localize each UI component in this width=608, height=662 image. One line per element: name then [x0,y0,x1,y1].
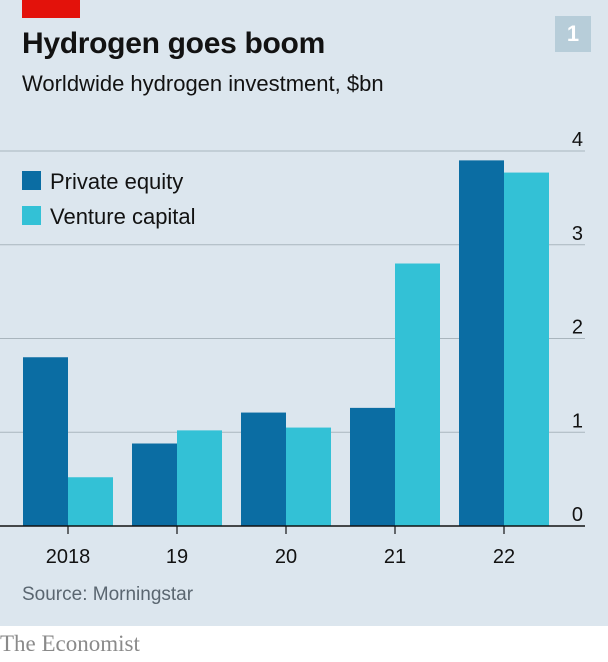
bar-private-equity-22 [459,160,504,526]
source-note: Source: Morningstar [22,584,194,605]
bar-venture-capital-20 [286,427,331,526]
x-tick-label: 22 [493,546,515,568]
y-tick-label: 3 [572,223,583,245]
chart-subtitle: Worldwide hydrogen investment, $bn [22,71,384,96]
bar-private-equity-20 [241,412,286,526]
legend: Private equity Venture capital [22,169,196,229]
x-tick-label: 19 [166,546,188,568]
y-tick-label: 1 [572,410,583,432]
y-tick-label: 4 [572,129,583,151]
legend-swatch-private-equity [22,171,41,190]
chart-number-badge: 1 [555,16,591,52]
axes: 0 1 2 3 4 2018 19 20 21 22 [0,129,585,568]
legend-swatch-venture-capital [22,206,41,225]
bar-venture-capital-22 [504,172,549,526]
bar-venture-capital-2018 [68,477,113,526]
bar-private-equity-19 [132,443,177,526]
y-tick-label: 0 [572,504,583,526]
legend-label-private-equity: Private equity [50,169,183,194]
y-tick-label: 2 [572,317,583,339]
bars [23,160,549,526]
x-tick-label: 20 [275,546,297,568]
bar-chart: 0 1 2 3 4 2018 19 20 21 22 Private equity Venture … [0,129,585,568]
brand-red-tag [22,0,80,18]
bar-venture-capital-19 [177,430,222,526]
chart-title: Hydrogen goes boom [22,27,325,60]
brand-logo-text: The Economist [0,631,140,656]
bar-private-equity-21 [350,407,395,526]
bar-private-equity-2018 [23,357,68,526]
legend-label-venture-capital: Venture capital [50,204,196,229]
x-tick-label: 21 [384,546,406,568]
x-tick-label: 2018 [46,546,91,568]
bar-venture-capital-21 [395,263,440,526]
